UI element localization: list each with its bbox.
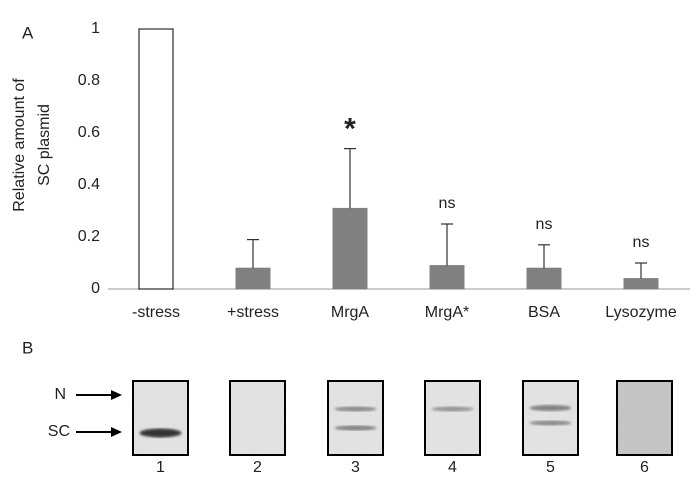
lane-label: 6 — [640, 459, 649, 476]
x-tick-label: Lysozyme — [605, 304, 677, 321]
y-tick-label: 1 — [91, 20, 100, 37]
x-tick-label: MrgA — [331, 304, 370, 321]
gel-lane — [425, 381, 480, 455]
y-tick-label: 0.6 — [78, 124, 100, 141]
marker-arrow — [76, 390, 122, 437]
bar — [430, 266, 464, 289]
gel-panel: N SC 1 2 3 4 5 6 — [48, 381, 672, 476]
lane-background — [523, 381, 578, 455]
gel-band — [335, 426, 377, 431]
bar — [333, 208, 367, 289]
x-tick-label: +stress — [227, 304, 279, 321]
lane-background — [230, 381, 285, 455]
y-tick-label: 0 — [91, 280, 100, 297]
significance-label: ns — [439, 195, 456, 212]
gel-band — [335, 407, 377, 412]
error-bar — [538, 245, 550, 268]
lane-label: 1 — [156, 459, 165, 476]
lane-label: 5 — [546, 459, 555, 476]
bar — [624, 279, 658, 289]
error-bar — [635, 263, 647, 279]
significance-label: ns — [633, 234, 650, 251]
gel-lane — [230, 381, 285, 455]
significance-label: * — [344, 113, 356, 146]
bar — [139, 29, 173, 289]
gel-lane — [617, 381, 672, 455]
gel-lane — [133, 381, 188, 455]
error-bar — [344, 149, 356, 209]
bar — [527, 268, 561, 289]
marker-label: N — [54, 386, 66, 403]
gel-band — [432, 407, 474, 412]
lane-background — [617, 381, 672, 455]
y-axis-label: Relative amount of — [11, 78, 28, 212]
panel-label: B — [22, 338, 33, 357]
lane-background — [328, 381, 383, 455]
gel-band — [140, 429, 182, 438]
error-bar — [247, 240, 259, 269]
y-tick-label: 0.4 — [78, 176, 100, 193]
marker-label: SC — [48, 423, 70, 440]
lane-background — [425, 381, 480, 455]
y-axis-label: SC plasmid — [36, 104, 53, 186]
gel-band — [530, 421, 572, 426]
y-tick-label: 0.8 — [78, 72, 100, 89]
gel-lane — [523, 381, 578, 455]
y-tick-label: 0.2 — [78, 228, 100, 245]
significance-label: ns — [536, 216, 553, 233]
bar — [236, 268, 270, 289]
x-tick-label: BSA — [528, 304, 560, 321]
lane-label: 4 — [448, 459, 457, 476]
error-bar — [441, 224, 453, 266]
lane-label: 3 — [351, 459, 360, 476]
figure: A B Relative amount of SC plasmid N SC 1… — [0, 0, 692, 484]
x-tick-label: -stress — [132, 304, 180, 321]
x-tick-label: MrgA* — [425, 304, 469, 321]
gel-band — [530, 405, 572, 411]
lane-background — [133, 381, 188, 455]
gel-lane — [328, 381, 383, 455]
lane-label: 2 — [253, 459, 262, 476]
panel-label: A — [22, 23, 34, 42]
